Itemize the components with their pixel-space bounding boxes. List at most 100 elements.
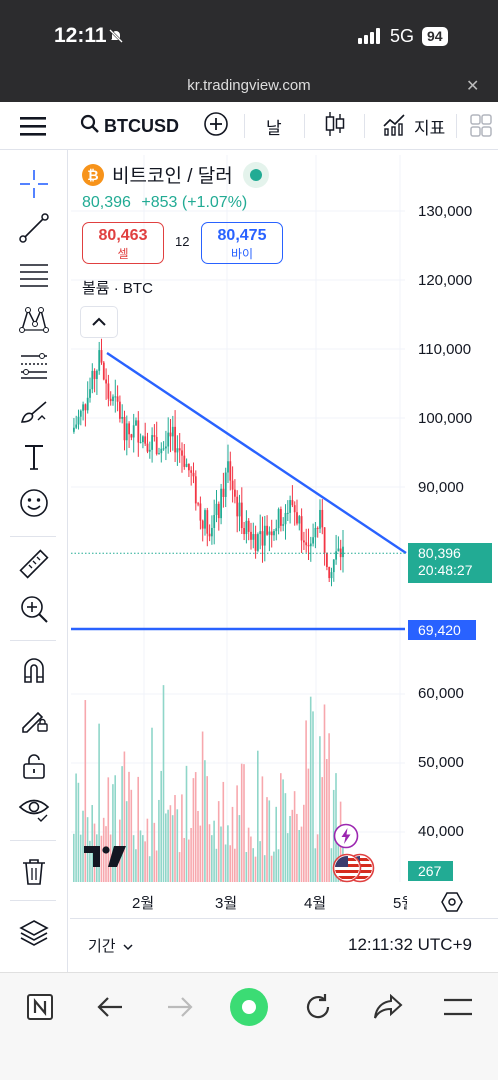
notion-app-icon[interactable]: [18, 987, 62, 1027]
candle-body: [300, 516, 303, 541]
volume-bar: [263, 855, 266, 882]
eye-visibility-icon[interactable]: [14, 790, 54, 826]
share-icon[interactable]: [366, 987, 410, 1027]
candle-body: [116, 396, 119, 402]
volume-bar: [82, 810, 84, 882]
x-tick-label: 3월: [215, 895, 238, 912]
back-arrow-icon[interactable]: [88, 987, 132, 1027]
brush-icon[interactable]: [14, 394, 54, 430]
volume-bar: [139, 830, 142, 882]
reload-icon[interactable]: [296, 987, 340, 1027]
forecast-icon[interactable]: [14, 348, 54, 384]
compare-add-button[interactable]: [203, 102, 229, 150]
lock-drawing-icon[interactable]: [14, 700, 54, 736]
candle-body: [114, 396, 117, 398]
volume-bar: [79, 834, 82, 882]
url-text[interactable]: kr.tradingview.com: [187, 77, 311, 94]
volume-bar: [277, 849, 280, 882]
trash-icon[interactable]: [14, 853, 54, 889]
candle-body: [93, 370, 96, 379]
us-economic-event-icon[interactable]: [332, 853, 376, 888]
timezone-clock[interactable]: 12:11:32 UTC+9: [348, 935, 472, 954]
signal-icon: [358, 28, 382, 49]
volume-bar: [178, 852, 181, 882]
home-record-icon[interactable]: [227, 987, 271, 1027]
volume-bar: [291, 809, 294, 882]
emoji-icon[interactable]: [14, 485, 54, 521]
volume-value-tag: 267: [408, 861, 453, 881]
volume-bar: [305, 720, 307, 882]
bitcoin-logo-icon: ₿: [82, 163, 104, 186]
pattern-icon[interactable]: [14, 302, 54, 338]
candle-body: [165, 446, 167, 449]
volume-bar: [77, 782, 80, 882]
templates-icon[interactable]: [470, 102, 492, 150]
candle-body: [185, 463, 188, 467]
candle-body: [197, 503, 199, 505]
volume-bar: [192, 778, 195, 882]
menu-lines-icon[interactable]: [436, 987, 480, 1027]
trend-line-icon[interactable]: [14, 210, 54, 246]
volume-bar: [314, 848, 317, 882]
candle-body: [245, 520, 248, 535]
volume-bar: [319, 736, 321, 882]
volume-bar: [208, 824, 211, 882]
ruler-icon[interactable]: [14, 546, 54, 582]
volume-bar: [160, 770, 162, 882]
crosshair-icon[interactable]: [14, 166, 54, 202]
period-selector[interactable]: 기간: [88, 935, 133, 956]
divider: [364, 114, 365, 138]
tradingview-logo[interactable]: [84, 846, 128, 873]
menu-icon[interactable]: [20, 102, 46, 150]
horizontal-line-price-tag: 69,420: [408, 620, 476, 640]
candle-body: [286, 512, 289, 514]
symbol-search-button[interactable]: BTCUSD: [80, 102, 179, 150]
volume-legend[interactable]: 볼륨 · BTC: [82, 280, 153, 297]
forward-arrow-icon[interactable]: [158, 987, 202, 1027]
volume-bar: [328, 733, 330, 882]
volume-bar: [206, 776, 208, 882]
layers-icon[interactable]: [14, 915, 54, 951]
volume-bar: [176, 809, 179, 882]
volume-bar: [183, 837, 185, 882]
drawing-toolbar: [0, 150, 68, 972]
buy-button[interactable]: 80,475 바이: [201, 222, 283, 264]
volume-bar: [107, 777, 110, 882]
x-tick-label: 4월: [304, 895, 327, 912]
chevron-down-icon: [123, 944, 133, 951]
candle-body: [332, 559, 335, 573]
volume-bar: [266, 797, 268, 882]
text-tool-icon[interactable]: [14, 439, 54, 475]
volume-bar: [123, 751, 126, 882]
interval-button[interactable]: 날: [266, 102, 282, 150]
volume-bar: [125, 801, 128, 882]
volume-bar: [204, 760, 206, 882]
candle-body: [270, 531, 273, 536]
y-tick-label: 50,000: [418, 754, 464, 771]
lightning-event-icon[interactable]: [333, 823, 359, 854]
volume-bar: [270, 855, 273, 882]
candle-body: [132, 425, 135, 438]
volume-bar: [307, 768, 310, 882]
indicators-button[interactable]: 지표: [382, 102, 445, 150]
volume-bar: [188, 839, 190, 882]
chart-settings-icon[interactable]: [441, 891, 463, 918]
sell-button[interactable]: 80,463 셀: [82, 222, 164, 264]
volume-bar: [259, 841, 261, 882]
market-open-icon: [242, 161, 269, 188]
fib-retracement-icon[interactable]: [14, 257, 54, 293]
magnet-icon[interactable]: [14, 652, 54, 688]
volume-bar: [174, 795, 176, 882]
volume-bar: [268, 800, 271, 882]
volume-bar: [284, 793, 287, 882]
candle-body: [112, 396, 114, 402]
chart-type-button[interactable]: [324, 102, 346, 150]
collapse-legend-button[interactable]: [80, 306, 118, 338]
close-icon[interactable]: ✕: [466, 78, 480, 95]
candle-body: [238, 502, 241, 517]
zoom-in-icon[interactable]: [14, 591, 54, 627]
candle-body: [135, 420, 137, 426]
unlock-icon[interactable]: [14, 748, 54, 784]
symbol-legend[interactable]: ₿ 비트코인 / 달러: [82, 161, 269, 188]
